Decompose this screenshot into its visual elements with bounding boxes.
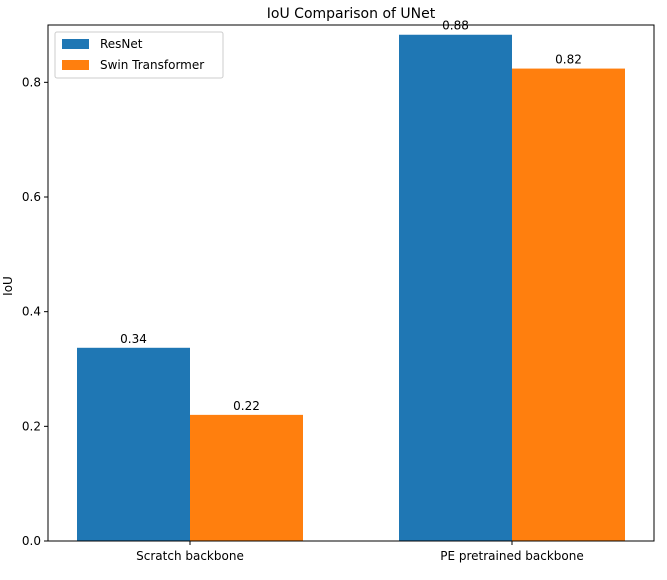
chart-title: IoU Comparison of UNet [267, 6, 436, 22]
y-tick-label: 0.8 [22, 75, 41, 89]
bar-value-label-swin-transformer-0: 0.22 [233, 399, 260, 413]
y-tick-label: 0.0 [22, 534, 41, 548]
bar-swin-transformer-1 [512, 68, 625, 541]
y-tick-label: 0.6 [22, 190, 41, 204]
x-tick-label: PE pretrained backbone [440, 549, 584, 563]
bar-resnet-1 [399, 34, 512, 541]
y-axis-label: IoU [1, 276, 15, 296]
y-tick-label: 0.4 [22, 305, 41, 319]
legend-box [54, 31, 224, 79]
legend-label-resnet: ResNet [100, 37, 143, 51]
y-tick-label: 0.2 [22, 419, 41, 433]
legend-swatch-resnet [62, 39, 89, 49]
plot-frame [47, 24, 655, 542]
bar-value-label-resnet-1: 0.88 [442, 19, 469, 33]
bar-value-label-swin-transformer-1: 0.82 [555, 53, 582, 67]
legend-swatch-swin-transformer [62, 60, 89, 70]
x-tick-label: Scratch backbone [136, 549, 244, 563]
bar-swin-transformer-0 [190, 414, 303, 541]
plot-area: 0.34 0.88 0.22 0.82 0.0 0.2 0.4 0.6 0.8 Scratch b… [22, 19, 625, 563]
legend-label-swin-transformer: Swin Transformer [100, 58, 204, 72]
legend: ResNet Swin Transformer [54, 31, 224, 79]
bar-value-label-resnet-0: 0.34 [120, 332, 147, 346]
bar-resnet-0 [77, 347, 190, 541]
